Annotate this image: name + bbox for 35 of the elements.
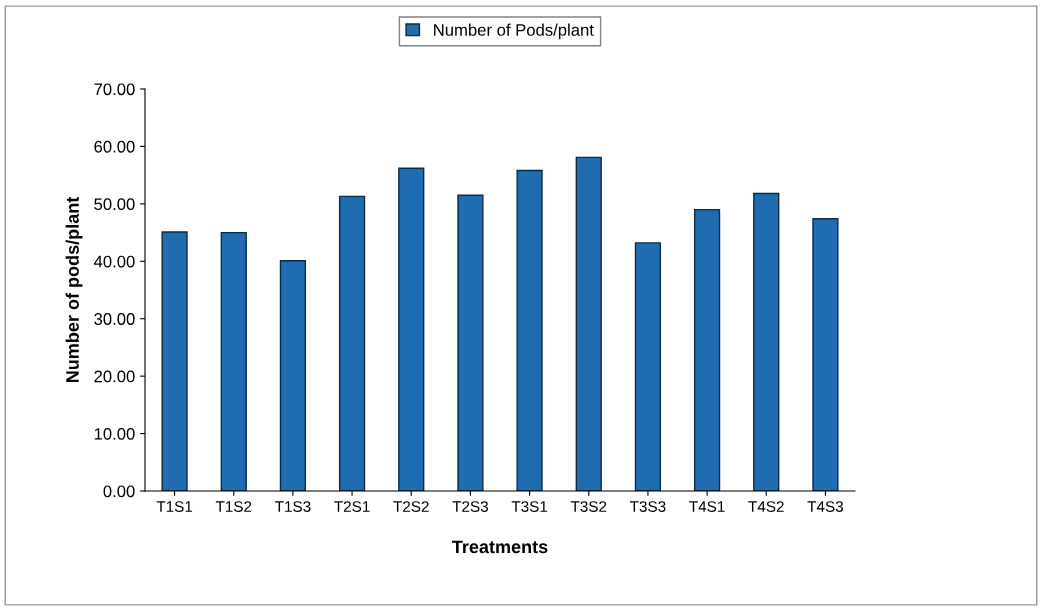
x-tick-label: T4S3: [807, 501, 843, 512]
x-tick-label: T3S1: [511, 501, 548, 512]
bar: [693, 208, 721, 491]
x-tick-label: T2S3: [452, 501, 488, 512]
y-tick-label: 50.00: [94, 198, 135, 211]
y-tick-label: 40.00: [93, 255, 135, 268]
x-tick-label: T3S3: [630, 501, 666, 512]
y-tick-label: 30.00: [94, 313, 135, 325]
legend-label: Number of Pods/plant: [434, 23, 594, 40]
x-tick-label: T1S3: [275, 501, 311, 512]
y-axis-title: Number of pods/plant: [65, 196, 83, 383]
x-tick-label: T3S2: [570, 501, 607, 512]
y-tick-label: 10.00: [94, 427, 135, 440]
x-tick-label: T2S2: [393, 501, 429, 512]
x-tick-label: T1S1: [156, 501, 193, 512]
x-tick-label: T1S2: [215, 501, 252, 512]
bar: [812, 218, 839, 491]
x-axis-title: Treatments: [452, 540, 548, 554]
x-tick-label: T2S1: [334, 501, 370, 512]
x-tick-label: T4S2: [748, 501, 784, 512]
bar: [279, 260, 307, 491]
bar: [516, 169, 543, 491]
bar: [753, 192, 780, 491]
y-tick-label: 0.00: [103, 485, 135, 498]
bar: [220, 231, 247, 491]
bar: [457, 194, 484, 491]
bar: [161, 231, 188, 491]
y-tick-label: 70.00: [94, 83, 135, 96]
bar: [398, 167, 425, 491]
bar: [575, 156, 602, 491]
bar: [338, 195, 366, 491]
bar: [634, 242, 662, 491]
y-tick-label: 20.00: [94, 370, 135, 383]
y-tick-label: 60.00: [94, 140, 135, 153]
x-tick-label: T4S1: [689, 501, 725, 512]
